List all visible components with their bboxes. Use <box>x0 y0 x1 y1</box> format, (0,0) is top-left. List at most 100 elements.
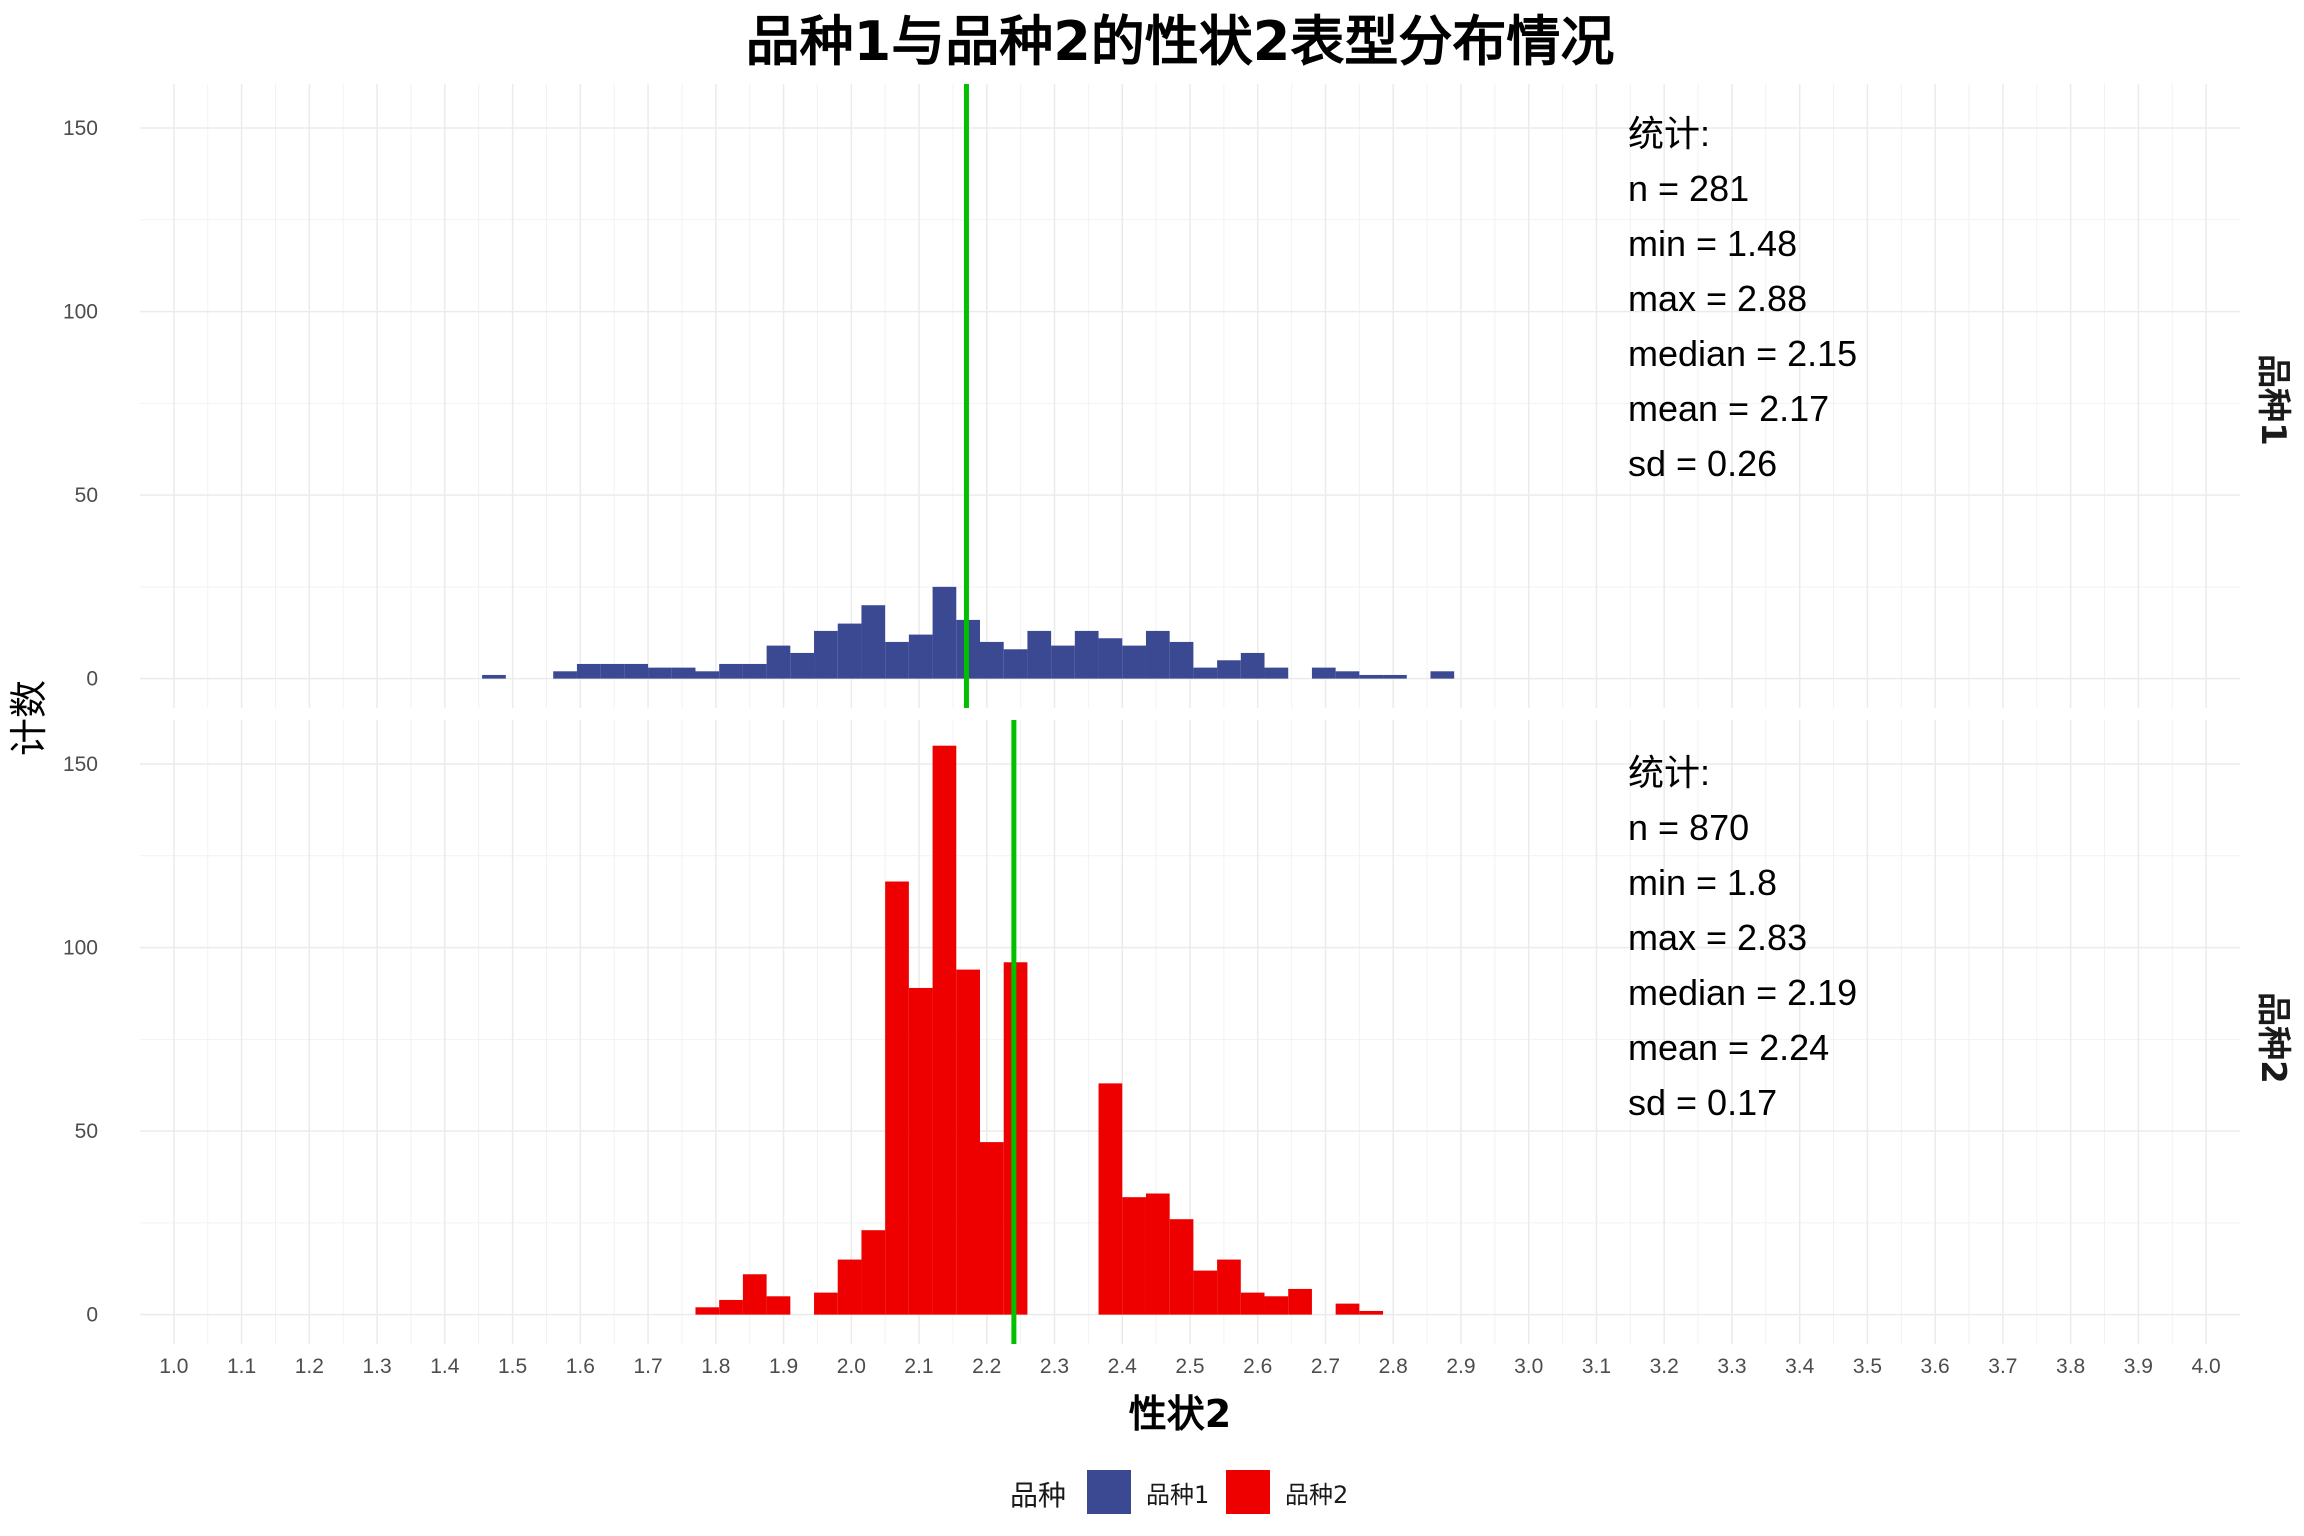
histogram-bar <box>1074 630 1099 679</box>
x-tick-label: 1.1 <box>227 1355 256 1378</box>
x-tick-label: 2.2 <box>972 1355 1001 1378</box>
histogram-bar <box>1264 667 1289 679</box>
histogram-bar <box>482 674 506 679</box>
histogram-bar <box>814 1292 838 1315</box>
histogram-bar <box>908 987 933 1315</box>
panel-2-stat-median: median = 2.19 <box>1628 972 1857 1013</box>
x-tick-label: 1.5 <box>498 1355 527 1378</box>
histogram-bar <box>980 641 1004 679</box>
histogram-bar <box>1383 674 1407 679</box>
x-tick-label: 3.8 <box>2056 1355 2085 1378</box>
x-tick-label: 2.4 <box>1108 1355 1138 1378</box>
panel-1-stats: 统计: n = 281 min = 1.48 max = 2.88 median… <box>1628 113 1857 484</box>
panel-1-bars <box>482 586 1455 679</box>
y-tick-label: 100 <box>63 301 98 324</box>
histogram-bar <box>1264 1296 1289 1315</box>
y-tick-label: 100 <box>63 937 98 960</box>
x-tick-label: 3.7 <box>1988 1355 2017 1378</box>
histogram-bar <box>1145 1193 1170 1315</box>
histogram-bar <box>671 667 696 679</box>
panel-1: 0 50 100 150 统计: n = 281 min = 1.48 max = 2… <box>63 84 2293 708</box>
panel-2-grid <box>140 720 2240 1344</box>
histogram-bar <box>1122 645 1146 679</box>
histogram-bar <box>600 663 625 679</box>
panel-2-stat-max: max = 2.83 <box>1628 917 1807 958</box>
legend: 品种 品种1 品种2 <box>1010 1470 1348 1514</box>
x-tick-label: 2.0 <box>837 1355 866 1378</box>
histogram-bar <box>932 745 957 1315</box>
panel-1-stat-mean: mean = 2.17 <box>1628 388 1829 429</box>
histogram-bar <box>790 652 815 679</box>
histogram-bar <box>1240 652 1265 679</box>
histogram-bar <box>719 1299 743 1315</box>
histogram-bar <box>695 671 720 679</box>
x-tick-label: 2.8 <box>1379 1355 1408 1378</box>
histogram-bar <box>956 969 980 1315</box>
panel-1-stats-title: 统计: <box>1628 113 1710 154</box>
histogram-bar <box>742 663 767 679</box>
x-tick-label: 2.7 <box>1311 1355 1340 1378</box>
x-tick-label: 3.6 <box>1921 1355 1950 1378</box>
histogram-bar <box>1003 649 1028 679</box>
legend-swatch-variety-2 <box>1226 1470 1270 1514</box>
histogram-bar <box>766 645 791 679</box>
x-tick-label: 1.2 <box>295 1355 324 1378</box>
x-tick-label: 3.3 <box>1717 1355 1746 1378</box>
histogram-bar <box>1027 630 1052 679</box>
histogram-bar <box>1335 671 1360 679</box>
panel-2-bars <box>695 745 1384 1315</box>
x-tick-label: 1.4 <box>430 1355 460 1378</box>
histogram-bar <box>1122 1197 1146 1315</box>
histogram-bar <box>1169 1219 1194 1315</box>
legend-swatch-variety-1 <box>1087 1470 1131 1514</box>
x-tick-label: 3.2 <box>1650 1355 1679 1378</box>
x-tick-label: 2.1 <box>904 1355 933 1378</box>
panel-2-y-ticks: 0 50 100 150 <box>63 753 98 1327</box>
panel-1-stat-median: median = 2.15 <box>1628 333 1857 374</box>
panel-1-y-ticks: 0 50 100 150 <box>63 117 98 691</box>
x-tick-label: 3.9 <box>2124 1355 2153 1378</box>
histogram-bar <box>624 663 649 679</box>
x-tick-label: 1.8 <box>701 1355 730 1378</box>
histogram-bar <box>1359 674 1384 679</box>
panel-2-stat-n: n = 870 <box>1628 807 1749 848</box>
y-tick-label: 50 <box>75 1120 98 1143</box>
histogram-bar <box>1051 645 1075 679</box>
x-tick-label: 1.6 <box>566 1355 595 1378</box>
chart-title: 品种1与品种2的性状2表型分布情况 <box>746 10 1615 73</box>
histogram-bar <box>980 1142 1004 1315</box>
histogram-bar <box>553 671 577 679</box>
y-tick-label: 150 <box>63 753 98 776</box>
y-axis-title: 计数 <box>7 680 51 756</box>
panel-2: 0 50 100 150 统计: n = 870 min = 1.8 max = 2.… <box>63 720 2293 1344</box>
x-tick-label: 4.0 <box>2192 1355 2221 1378</box>
panel-1-stat-min: min = 1.48 <box>1628 223 1797 264</box>
x-tick-label: 2.5 <box>1175 1355 1204 1378</box>
histogram-bar <box>885 881 909 1315</box>
x-tick-label: 2.9 <box>1446 1355 1475 1378</box>
histogram-bar <box>742 1274 767 1315</box>
panel-2-stat-sd: sd = 0.17 <box>1628 1082 1777 1123</box>
histogram-bar <box>1288 1288 1312 1315</box>
x-tick-label: 1.3 <box>362 1355 391 1378</box>
histogram-bar <box>908 634 933 679</box>
x-tick-label: 3.0 <box>1514 1355 1543 1378</box>
histogram-bar <box>1193 1270 1218 1315</box>
histogram-bar <box>1335 1303 1360 1315</box>
panel-2-stats: 统计: n = 870 min = 1.8 max = 2.83 median … <box>1628 752 1857 1123</box>
panel-1-stat-sd: sd = 0.26 <box>1628 443 1777 484</box>
histogram-bar <box>861 605 886 679</box>
histogram-bar <box>1311 667 1336 679</box>
panel-2-strip-label: 品种2 <box>2253 992 2293 1084</box>
panel-2-stats-title: 统计: <box>1628 752 1710 793</box>
x-tick-label: 2.6 <box>1243 1355 1272 1378</box>
legend-label-variety-2: 品种2 <box>1285 1481 1348 1509</box>
x-tick-label: 3.4 <box>1785 1355 1815 1378</box>
histogram-bar <box>719 663 743 679</box>
histogram-bar <box>1098 1083 1123 1315</box>
histogram-bar <box>837 1259 862 1315</box>
panel-1-stat-n: n = 281 <box>1628 168 1749 209</box>
histogram-bar <box>766 1296 791 1315</box>
histogram-bar <box>1169 641 1194 679</box>
